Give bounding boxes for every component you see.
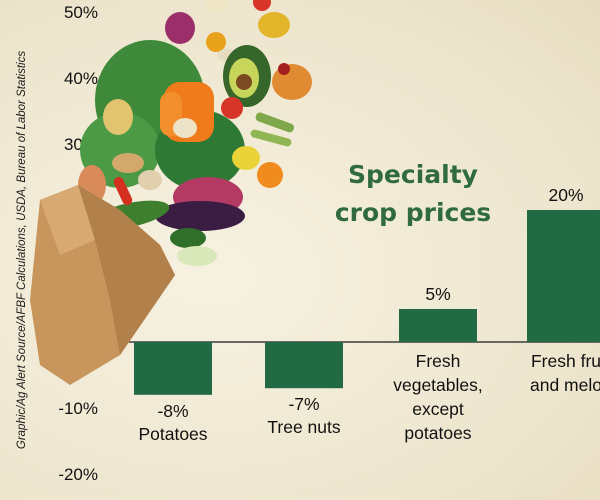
chart-title: Specialty crop prices <box>318 156 508 232</box>
category-label: vegetables, <box>393 375 483 395</box>
category-labels-group: Potatoes Tree nuts Fresh vegetables, except p… <box>138 351 600 444</box>
bar <box>134 342 212 395</box>
bar <box>399 309 477 342</box>
category-label: except <box>412 399 464 419</box>
value-labels-group: -8% -7% 5% 20% <box>157 185 583 421</box>
chart-title-line-2: crop prices <box>334 198 492 227</box>
y-tick-label: -20% <box>58 465 98 484</box>
chart-title-line-1: Specialty <box>348 160 478 189</box>
value-label: 5% <box>425 284 450 304</box>
produce-cluster <box>78 0 312 266</box>
value-label: -8% <box>157 401 188 421</box>
y-tick-label: 40% <box>64 69 98 88</box>
category-label: Fresh fru <box>531 351 600 371</box>
value-label: 20% <box>548 185 583 205</box>
bar <box>265 342 343 389</box>
paper-bag-fold <box>78 185 175 355</box>
value-label: -7% <box>288 394 319 414</box>
bars-group <box>134 210 600 395</box>
category-label: potatoes <box>404 423 471 443</box>
bar <box>527 210 600 342</box>
y-tick-label: -10% <box>58 399 98 418</box>
category-label: Potatoes <box>138 424 207 444</box>
category-label: Tree nuts <box>267 417 341 437</box>
source-note: Graphic/Ag Alert Source/AFBF Calculation… <box>16 50 28 450</box>
y-tick-label: 50% <box>64 3 98 22</box>
produce-bag-illustration <box>30 0 312 385</box>
category-label: and melo <box>530 375 600 395</box>
category-label: Fresh <box>416 351 461 371</box>
